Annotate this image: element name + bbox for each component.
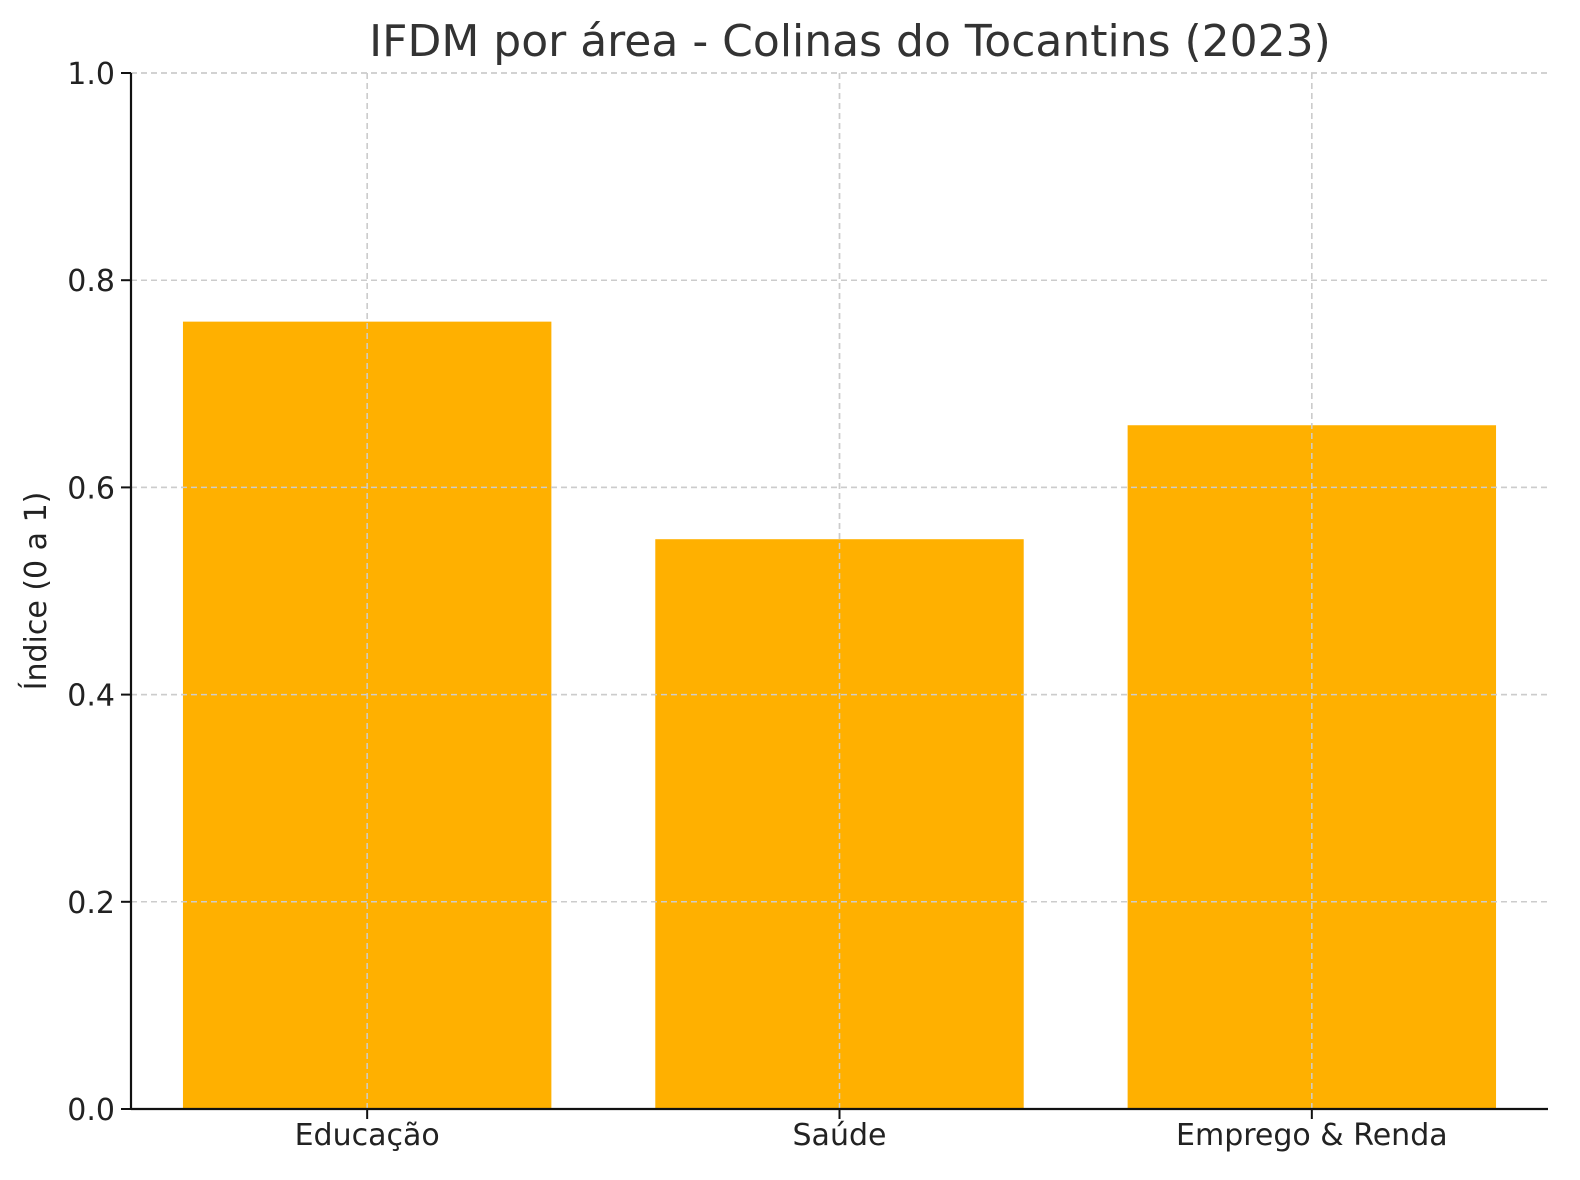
chart-title: IFDM por área - Colinas do Tocantins (20… <box>369 16 1331 67</box>
y-tick-label: 0.0 <box>67 1093 115 1128</box>
y-tick-label: 1.0 <box>67 57 115 92</box>
x-tick-label: Emprego & Renda <box>1176 1118 1448 1153</box>
y-tick-label: 0.6 <box>67 471 115 506</box>
y-tick-label: 0.8 <box>67 264 115 299</box>
x-tick-label: Educação <box>295 1118 440 1153</box>
axes: 0.0 0.2 0.4 0.6 0.8 1.0 Educação Saúde Emprego &… <box>67 57 1548 1153</box>
y-tick-label: 0.4 <box>67 679 115 714</box>
y-tick-label: 0.2 <box>67 886 115 921</box>
bars <box>131 72 1548 1110</box>
x-tick-label: Saúde <box>793 1118 887 1153</box>
y-axis-label: Índice (0 a 1) <box>18 492 54 691</box>
